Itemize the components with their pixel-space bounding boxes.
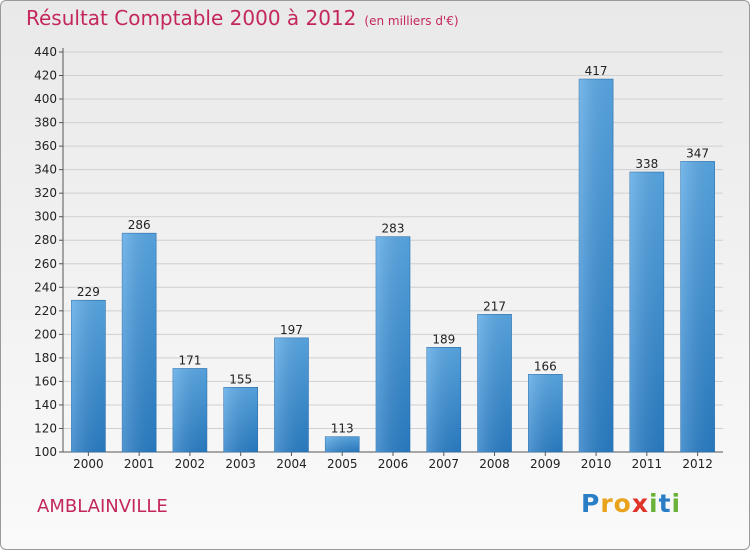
y-tick-label: 360 (34, 139, 57, 153)
bar-shine (274, 337, 309, 452)
chart-title: Résultat Comptable 2000 à 2012 (en millie… (26, 6, 459, 30)
bar-shine (172, 368, 207, 452)
chart-title-text: Résultat Comptable 2000 à 2012 (26, 6, 357, 30)
x-tick-label: 2002 (175, 457, 206, 471)
bar-shine (477, 314, 512, 452)
city-name: AMBLAINVILLE (37, 496, 168, 517)
x-tick-label: 2005 (327, 457, 358, 471)
y-tick-label: 160 (34, 374, 57, 388)
y-tick-label: 120 (34, 421, 57, 435)
x-tick-label: 2007 (428, 457, 459, 471)
data-label: 166 (534, 359, 557, 373)
logo-letter: i (671, 489, 682, 518)
y-tick-label: 340 (34, 163, 57, 177)
bar-shine (71, 300, 106, 452)
data-label: 229 (77, 285, 100, 299)
logo-letter: r (600, 489, 614, 518)
logo-letter: i (649, 489, 659, 518)
data-label: 286 (128, 218, 151, 232)
x-tick-label: 2006 (378, 457, 409, 471)
y-tick-label: 100 (34, 445, 57, 459)
y-tick-label: 140 (34, 398, 57, 412)
bar-shine (680, 161, 715, 453)
y-tick-label: 320 (34, 186, 57, 200)
data-label: 155 (229, 372, 252, 386)
x-tick-label: 2010 (581, 457, 612, 471)
data-label: 197 (280, 323, 303, 337)
data-labels: 229 286 171 155 197 113 283 189 217 166 417 338 347 (77, 64, 709, 436)
x-tick-label: 2012 (682, 457, 713, 471)
y-tick-label: 260 (34, 257, 57, 271)
y-tick-label: 280 (34, 233, 57, 247)
proxiti-logo: Proxiti (581, 489, 681, 518)
y-tick-label: 300 (34, 210, 57, 224)
bars (71, 78, 715, 453)
bar-shine (426, 347, 461, 452)
data-label: 217 (483, 299, 506, 313)
bar-shine (528, 374, 563, 452)
y-tick-label: 420 (34, 69, 57, 83)
x-tick-label: 2003 (225, 457, 256, 471)
bar-shine (579, 79, 614, 452)
logo-letter: o (613, 489, 632, 518)
y-tick-label: 180 (34, 351, 57, 365)
data-label: 113 (331, 422, 354, 436)
bar-shine (325, 436, 360, 452)
y-tick-label: 380 (34, 116, 57, 130)
bar-shine (376, 236, 410, 452)
chart-subtitle: (en milliers d'€) (364, 14, 459, 28)
x-tick-label: 2011 (632, 457, 663, 471)
bar-shine (629, 172, 664, 452)
y-tick-label: 200 (34, 327, 57, 341)
y-tick-label: 440 (34, 45, 57, 59)
bar-shine (122, 233, 157, 452)
bar-shine (223, 387, 258, 452)
x-tick-label: 2000 (73, 457, 104, 471)
data-label: 283 (382, 222, 405, 236)
y-tick-label: 400 (34, 92, 57, 106)
data-label: 171 (178, 353, 201, 367)
logo-letter: t (658, 489, 672, 518)
logo-letter: x (631, 489, 649, 518)
axes: 100 120 140 160 180 200 220 240 260 280 300 320 340 3… (34, 45, 723, 471)
data-label: 189 (432, 332, 455, 346)
x-tick-label: 2009 (530, 457, 561, 471)
x-tick-label: 2001 (124, 457, 155, 471)
x-tick-label: 2008 (479, 457, 510, 471)
logo-letter: P (581, 489, 601, 518)
y-tick-label: 220 (34, 304, 57, 318)
y-tick-label: 240 (34, 280, 57, 294)
data-label: 347 (686, 146, 709, 160)
x-tick-label: 2004 (276, 457, 307, 471)
data-label: 338 (635, 157, 658, 171)
data-label: 417 (585, 64, 608, 78)
